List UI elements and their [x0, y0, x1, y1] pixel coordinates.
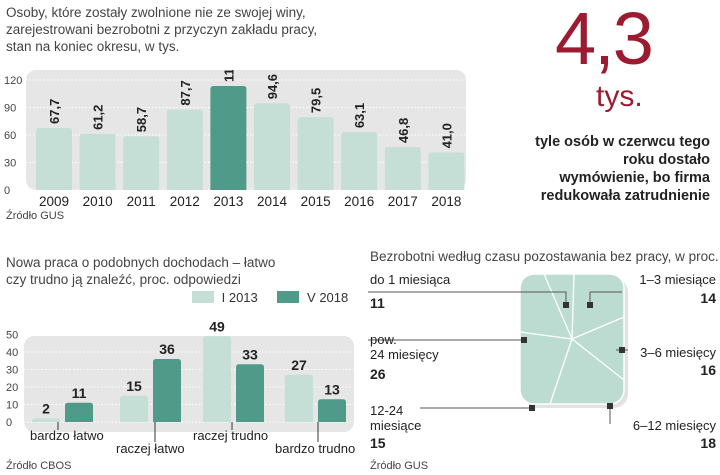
chart1-ytick: 30: [4, 158, 16, 170]
chart2-value-label: 33: [242, 346, 258, 362]
chart2-bar: [65, 402, 93, 422]
chart2-title: Nowa praca o podobnych dochodach – łatwo…: [6, 255, 276, 287]
chart1-value-label: 94,6: [265, 74, 280, 99]
chart1-x-label: 2014: [257, 194, 288, 209]
chart1-x-label: 2018: [431, 194, 461, 209]
chart2-value-label: 2: [42, 401, 50, 417]
pie-value-6-12: 18: [700, 435, 716, 451]
chart1-x-label: 2012: [170, 194, 200, 209]
chart2-bar: [236, 364, 264, 422]
chart1-bar: [36, 127, 72, 190]
cat-raczej-trudno: raczej trudno: [193, 428, 269, 443]
chart2-ytick: 30: [6, 365, 18, 377]
chart1-bar: [210, 85, 247, 190]
chart1-ytick: 0: [4, 185, 10, 197]
chart2-legend: I 2013 V 2018: [192, 290, 348, 305]
chart1-ytick: 60: [4, 130, 16, 142]
pie-label-pow24-1: pow.: [370, 332, 397, 347]
chart1-value-label: 61,2: [91, 105, 106, 130]
chart1-bar: [166, 109, 203, 190]
square-dividers: [519, 273, 625, 405]
chart2-value-label: 27: [291, 357, 307, 373]
headline-unit: tys.: [596, 80, 643, 113]
duration-square-chart: [368, 273, 628, 424]
chart1-x-label: 2011: [127, 194, 156, 209]
pie-label-do1: do 1 miesiąca: [370, 272, 451, 287]
chart2-bar: [285, 374, 313, 422]
chart1-ytick: 120: [4, 75, 22, 87]
pie-label-12-24-1: 12-24: [370, 403, 404, 418]
unemployment-bar-chart: 0 30 60 90 120 67,7 61,2 58,7 87,7 113,5 94,6 79,5…: [4, 70, 466, 209]
chart2-ytick: 40: [6, 347, 18, 359]
chart1-value-label: 113,5: [221, 70, 236, 82]
pie-label-3-6: 3–6 miesięcy: [640, 345, 716, 360]
pie-label-12-24-2: miesiące: [370, 418, 422, 433]
chart1-x-label: 2013: [213, 194, 243, 209]
chart1-bar: [79, 133, 116, 190]
chart1-bar: [384, 147, 421, 190]
pie-label-1-3: 1–3 miesiące: [639, 272, 716, 287]
chart1-value-label: 46,8: [396, 118, 411, 143]
chart2-bar: [203, 336, 231, 422]
chart2-panel: [24, 336, 354, 432]
chart3-source: Źródło GUS: [370, 460, 429, 472]
cat-raczej-latwo: raczej łatwo: [116, 441, 185, 456]
chart2-ytick: 10: [6, 400, 18, 412]
chart1-value-label: 58,7: [134, 107, 149, 132]
chart2-bar: [318, 399, 346, 422]
cat-bardzo-latwo: bardzo łatwo: [30, 428, 104, 443]
pie-label-pow24-2: 24 miesięcy: [370, 347, 439, 362]
chart1-x-label: 2017: [388, 194, 418, 209]
pie-value-do1: 11: [370, 295, 385, 311]
legend-swatch-2013: [192, 291, 214, 303]
chart2-bar: [153, 359, 181, 422]
legend-swatch-2018: [277, 291, 300, 303]
chart2-value-label: 13: [324, 381, 340, 397]
chart1-title: Osoby, które zostały zwolnione nie ze sw…: [6, 5, 318, 54]
chart2-value-label: 11: [72, 385, 87, 401]
chart2-ytick: 20: [6, 382, 18, 394]
pie-value-3-6: 16: [700, 362, 716, 378]
chart1-ytick: 90: [4, 103, 16, 115]
chart1-bar: [123, 136, 160, 190]
chart1-x-label: 2016: [344, 194, 374, 209]
chart1-value-label: 63,1: [352, 103, 367, 128]
pie-label-6-12: 6–12 miesięcy: [632, 418, 716, 433]
chart2-ytick: 0: [6, 417, 12, 429]
legend-label-2013: I 2013: [221, 290, 258, 305]
pie-value-pow24: 26: [370, 366, 386, 382]
chart2-value-label: 36: [159, 341, 175, 357]
pie-value-1-3: 14: [700, 290, 716, 306]
label-connectors: [368, 291, 628, 424]
chart1-bar: [428, 152, 465, 190]
job-search-bar-chart: 0 10 20 30 40 50 2 15 49 27 11 36 33 13: [6, 320, 354, 442]
chart2-value-label: 15: [126, 378, 142, 394]
chart1-value-label: 79,5: [309, 88, 324, 113]
chart2-bar: [32, 418, 60, 422]
chart1-value-label: 41,0: [439, 123, 454, 148]
chart3-title: Bezrobotni według czasu pozostawania bez…: [370, 249, 719, 264]
chart2-bar: [120, 395, 148, 422]
connector-markers: [521, 302, 625, 411]
chart2-value-label: 49: [209, 320, 225, 334]
chart1-value-label: 67,7: [47, 99, 62, 124]
chart1-x-label: 2010: [83, 194, 113, 209]
chart1-bar: [254, 103, 290, 190]
headline-text: tyle osób w czerwcu tego roku dostało wy…: [535, 134, 710, 204]
headline-number: 4,3: [555, 0, 654, 80]
pie-value-12-24: 15: [370, 435, 386, 451]
legend-label-2018: V 2018: [307, 290, 349, 305]
chart1-source: Źródło GUS: [6, 210, 65, 222]
chart1-bar: [341, 132, 378, 190]
chart2-source: Źródło CBOS: [6, 460, 72, 472]
chart1-bar: [297, 117, 334, 190]
chart1-value-label: 87,7: [178, 80, 193, 105]
cat-bardzo-trudno: bardzo trudno: [275, 441, 356, 456]
chart1-x-label: 2015: [301, 194, 331, 209]
chart2-ytick: 50: [6, 330, 18, 342]
chart1-x-label: 2009: [39, 194, 69, 209]
